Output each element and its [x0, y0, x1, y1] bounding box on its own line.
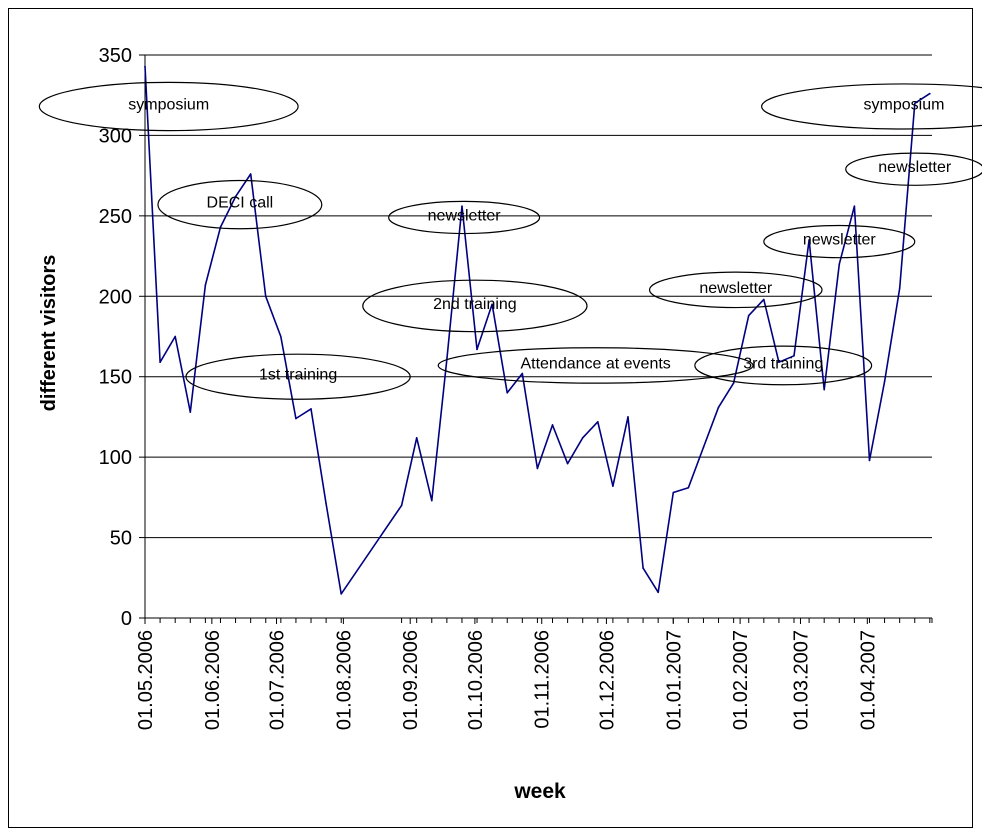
data-point: [295, 417, 297, 420]
x-tick-label: 01.06.2006: [202, 630, 224, 730]
y-tick-label: 50: [110, 528, 132, 550]
data-point: [702, 446, 705, 449]
data-point: [400, 504, 403, 507]
data-point: [340, 593, 343, 595]
data-point: [778, 361, 780, 364]
y-tick-label: 200: [99, 286, 132, 308]
annotation-ellipse: [362, 279, 588, 333]
x-tick-label: 01.02.2007: [730, 630, 752, 730]
data-point: [763, 298, 765, 301]
y-tick-label: 250: [99, 206, 132, 228]
annotation-ellipse: [437, 347, 754, 384]
x-tick-label: 01.12.2006: [596, 630, 618, 730]
y-axis-label: different visitors: [38, 255, 60, 412]
data-point: [506, 392, 509, 394]
data-point: [461, 205, 463, 208]
data-point: [566, 462, 569, 465]
gridlines: [145, 54, 932, 539]
annotation-label: Attendance at events: [520, 355, 670, 372]
data-point: [430, 499, 433, 502]
data-point: [325, 502, 327, 505]
data-point: [415, 437, 418, 439]
data-point: [672, 491, 675, 494]
annotation-ellipse: [388, 200, 541, 235]
data-point: [883, 380, 886, 383]
data-point: [234, 195, 237, 198]
data-point: [732, 382, 735, 384]
axes: 0 50 100 150 200 250 300 350 01.05.2006 01.06.200…: [99, 45, 933, 730]
data-point: [264, 295, 267, 298]
x-tick-label: 01.07.2006: [267, 630, 289, 730]
annotations: symposium DECI call 1st training newsletter…: [38, 81, 982, 400]
x-axis-label: week: [513, 780, 566, 803]
data-point: [823, 388, 825, 391]
annotation-label: newsletter: [428, 207, 502, 224]
y-tick-label: 150: [99, 367, 132, 389]
annotation-label: newsletter: [878, 159, 952, 176]
annotation-ellipse: [157, 179, 323, 230]
annotation-label: symposium: [864, 96, 945, 113]
data-point: [174, 335, 176, 338]
series-line: [144, 66, 931, 595]
x-tick-label: 01.08.2006: [333, 630, 355, 730]
x-tick-label: 01.03.2007: [790, 630, 812, 730]
data-point: [476, 348, 478, 351]
annotation-ellipse: [185, 353, 411, 400]
y-tick-label: 350: [99, 45, 132, 67]
y-tick-label: 100: [99, 447, 132, 469]
x-tick-label: 01.04.2007: [857, 630, 879, 730]
x-tick-label: 01.10.2006: [465, 630, 487, 730]
data-point: [521, 372, 524, 375]
data-point: [913, 102, 916, 105]
chart-frame: [8, 8, 973, 828]
annotation-label: 2nd training: [433, 296, 517, 313]
data-point: [929, 92, 931, 95]
x-tick-label: 01.05.2006: [135, 630, 157, 730]
annotation-label: 1st training: [259, 367, 337, 384]
data-point: [144, 65, 146, 68]
data-point: [717, 406, 720, 409]
annotation-label: newsletter: [803, 232, 877, 249]
annotation-ellipse: [763, 224, 916, 259]
y-tick-label: 300: [99, 125, 132, 147]
data-point: [491, 303, 493, 306]
data-point: [249, 173, 252, 175]
data-point: [687, 486, 690, 489]
data-point: [310, 408, 312, 410]
annotation-ellipse: [38, 81, 299, 132]
data-point: [838, 263, 841, 265]
annotation-label: newsletter: [699, 280, 773, 297]
data-point: [868, 459, 871, 462]
data-point: [581, 437, 584, 439]
data-point: [204, 284, 207, 286]
annotation-label: symposium: [128, 96, 209, 113]
annotation-label: DECI call: [207, 195, 274, 212]
annotation-ellipse: [761, 83, 982, 130]
annotation-ellipse: [648, 271, 823, 309]
data-point: [596, 420, 599, 423]
x-tick-label: 01.11.2006: [532, 630, 554, 729]
series: [144, 65, 931, 595]
data-point: [551, 424, 554, 426]
annotation-ellipse: [845, 152, 982, 186]
data-point: [808, 239, 810, 241]
data-point: [747, 314, 750, 317]
data-point: [612, 485, 614, 487]
y-tick-label: 0: [121, 608, 132, 630]
x-tick-label: 01.01.2007: [663, 630, 685, 730]
data-point: [627, 416, 629, 418]
data-point: [898, 287, 901, 290]
annotation-ellipse: [694, 345, 873, 386]
data-point: [159, 361, 161, 364]
data-point: [189, 411, 192, 413]
data-point: [280, 335, 282, 338]
data-point: [657, 591, 659, 594]
annotation-label: 3rd training: [743, 355, 823, 372]
data-point: [642, 567, 644, 569]
data-point: [793, 355, 795, 357]
x-tick-label: 01.09.2006: [400, 630, 422, 730]
data-point: [536, 467, 539, 470]
data-point: [853, 205, 856, 208]
